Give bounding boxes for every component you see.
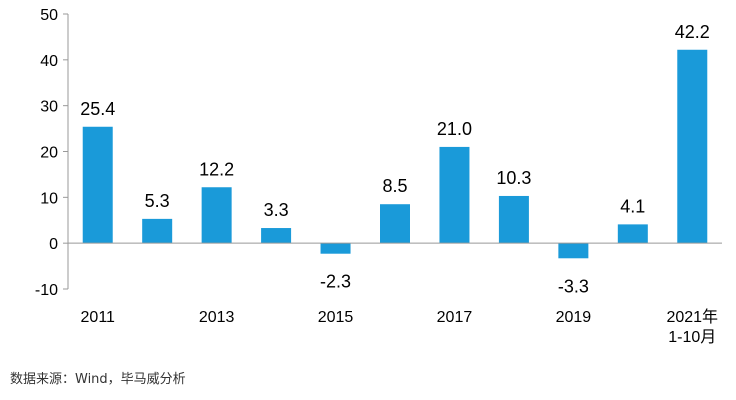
x-tick-label: 2011 bbox=[81, 309, 116, 326]
x-tick-label: 2015 bbox=[318, 309, 354, 326]
bar-2021年1-10月 bbox=[677, 49, 708, 244]
data-label: -2.3 bbox=[320, 272, 351, 292]
data-label: -3.3 bbox=[558, 276, 589, 296]
x-tick-label: 2013 bbox=[199, 309, 235, 326]
y-axis: -10 0 10 20 30 40 50 bbox=[35, 7, 69, 299]
y-tick-label: 40 bbox=[40, 53, 58, 70]
data-label: 4.1 bbox=[620, 196, 645, 216]
data-label: 3.3 bbox=[264, 200, 289, 220]
bar-chart: -10 0 10 20 30 40 50 25.4 5.3 12.2 3.3 -2.3 8.5 21.0… bbox=[35, 7, 722, 346]
data-label: 12.2 bbox=[199, 159, 234, 179]
bar-2019 bbox=[558, 243, 589, 259]
bar-2015 bbox=[320, 243, 351, 254]
x-tick-label: 2021年 1-10月 bbox=[666, 308, 718, 346]
y-tick-label: 50 bbox=[40, 7, 58, 24]
bars bbox=[82, 49, 708, 259]
bar-2018 bbox=[498, 195, 529, 244]
data-labels: 25.4 5.3 12.2 3.3 -2.3 8.5 21.0 10.3 -3.3 4.1 42.2 bbox=[80, 22, 710, 297]
bar-2011 bbox=[82, 126, 113, 244]
x-tick-label: 2017 bbox=[437, 309, 473, 326]
y-tick-label: 0 bbox=[49, 236, 58, 253]
source-note: 数据来源：Wind，毕马威分析 bbox=[10, 372, 186, 387]
x-tick-label: 2019 bbox=[556, 309, 592, 326]
data-label: 21.0 bbox=[437, 119, 472, 139]
data-label: 42.2 bbox=[675, 22, 710, 42]
y-tick-label: 20 bbox=[40, 145, 58, 162]
data-label: 8.5 bbox=[382, 176, 407, 196]
bar-2014 bbox=[261, 228, 292, 244]
bar-2013 bbox=[201, 187, 232, 244]
bar-2016 bbox=[380, 204, 410, 244]
bar-2012 bbox=[142, 218, 173, 244]
data-label: 10.3 bbox=[496, 168, 531, 188]
data-label: 25.4 bbox=[80, 99, 115, 119]
y-tick-label: 30 bbox=[40, 99, 58, 116]
y-tick-label: -10 bbox=[35, 282, 58, 299]
bar-2020 bbox=[617, 224, 648, 244]
data-label: 5.3 bbox=[145, 191, 170, 211]
y-tick-label: 10 bbox=[40, 190, 58, 207]
x-axis: 2011 2013 2015 2017 2019 2021年 1-10月 bbox=[68, 242, 722, 346]
bar-2017 bbox=[439, 146, 470, 244]
